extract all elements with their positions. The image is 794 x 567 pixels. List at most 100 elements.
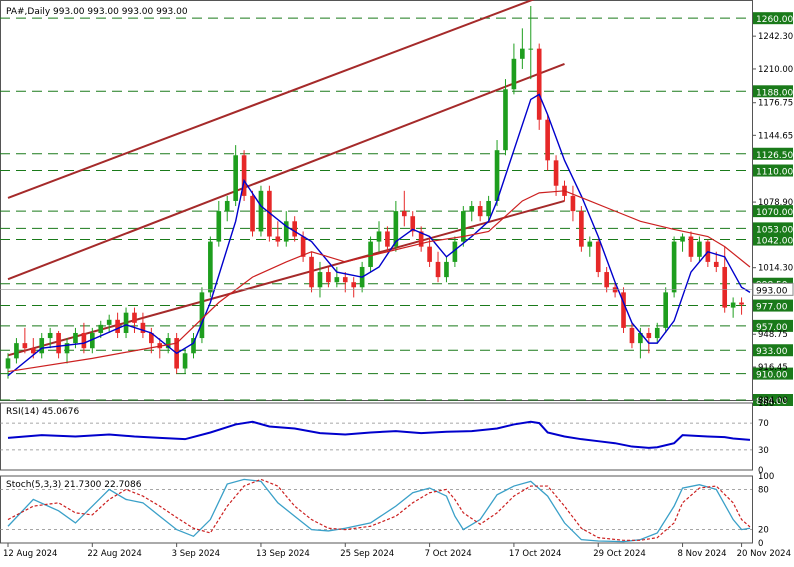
last-price-label: 993.00 — [756, 286, 788, 296]
level-tag — [753, 344, 793, 357]
candle-body — [595, 241, 601, 273]
candle-body — [722, 266, 728, 308]
candle-body — [283, 221, 289, 242]
candle-body — [342, 277, 348, 283]
rsi-line — [7, 420, 751, 449]
candle-body — [47, 332, 53, 339]
x-tick-label: 25 Sep 2024 — [340, 549, 394, 559]
level-tag — [753, 394, 793, 406]
candle-body — [89, 332, 95, 349]
x-tick-label: 17 Oct 2024 — [509, 549, 562, 559]
x-tick-label: 3 Sep 2024 — [172, 549, 220, 559]
price-tick-label: 948.75 — [758, 330, 788, 340]
level-label: 1126.50 — [756, 151, 793, 161]
candle-body — [22, 343, 28, 349]
candle-body — [199, 292, 205, 339]
candle-body — [553, 160, 559, 186]
candle-body — [646, 332, 652, 339]
candle-body — [115, 319, 120, 333]
stoch-k-line — [7, 478, 751, 543]
candle-body — [654, 327, 660, 339]
stoch-d-line — [7, 478, 751, 541]
stoch-pane-frame — [0, 475, 753, 544]
candle-body — [275, 236, 281, 242]
candle-body — [688, 236, 694, 257]
candle-body — [208, 241, 213, 293]
candle-body — [536, 48, 542, 120]
candle-body — [663, 292, 669, 328]
candle-body — [64, 343, 70, 354]
candle-body — [444, 261, 449, 278]
level-tag — [753, 367, 793, 380]
rsi-tick-label: 100 — [758, 399, 774, 409]
candle-body — [713, 261, 719, 267]
candle-body — [149, 332, 154, 344]
candle-body — [106, 319, 112, 325]
rsi-tick-label: 0 — [758, 466, 763, 476]
x-tick-label: 20 Nov 2024 — [737, 549, 791, 559]
candle-body — [511, 58, 517, 90]
x-tick-label: 12 Aug 2024 — [3, 549, 57, 559]
price-tick-label: 916.45 — [758, 363, 788, 373]
candle-body — [30, 348, 36, 354]
candle-body — [638, 332, 643, 344]
level-tag — [753, 164, 793, 177]
candle-body — [629, 327, 635, 344]
level-label: 933.00 — [756, 347, 788, 357]
candle-body — [427, 246, 432, 262]
level-tag — [753, 85, 793, 98]
level-tag — [753, 299, 793, 312]
level-label: 1260.00 — [756, 15, 793, 25]
stoch-tick-label: 20 — [758, 526, 769, 536]
candle-body — [123, 312, 129, 333]
level-label: 1188.00 — [756, 88, 793, 98]
candle-body — [570, 195, 576, 212]
x-tick-label: 8 Nov 2024 — [678, 549, 727, 559]
candle-body — [98, 324, 104, 333]
ma-fast-line — [7, 93, 751, 377]
level-label: 1042.00 — [756, 237, 793, 247]
stoch-tick-label: 80 — [758, 485, 769, 495]
channel-line — [7, 62, 565, 281]
candle-body — [452, 241, 458, 262]
price-tick-label: 1242.30 — [758, 32, 793, 42]
candle-body — [621, 292, 626, 328]
candle-body — [73, 332, 78, 344]
candle-body — [309, 256, 314, 288]
channel-line — [7, 0, 535, 199]
stoch-tick-label: 100 — [758, 472, 774, 482]
candle-body — [326, 272, 331, 283]
candle-body — [739, 302, 744, 305]
level-label: 1053.00 — [756, 225, 793, 235]
candle-body — [579, 211, 584, 247]
candle-body — [401, 211, 407, 217]
candle-body — [292, 221, 298, 237]
level-tag — [753, 222, 793, 235]
candle-body — [165, 338, 171, 349]
candle-body — [351, 282, 357, 288]
price-tick-label: 884.00 — [758, 396, 788, 406]
price-tick-label: 1078.90 — [758, 198, 793, 208]
level-label: 1110.00 — [756, 168, 793, 178]
price-tick-label: 1014.30 — [758, 264, 793, 274]
level-tag — [753, 319, 793, 332]
candle-body — [368, 241, 373, 267]
level-label: 977.00 — [756, 303, 788, 313]
stoch-tick-label: 0 — [758, 539, 763, 549]
candle-body — [697, 241, 702, 257]
candle-body — [410, 216, 416, 232]
candle-body — [224, 200, 230, 212]
level-tag — [753, 12, 793, 25]
candle-body — [334, 277, 340, 283]
x-tick-label: 13 Sep 2024 — [256, 549, 310, 559]
candle-body — [250, 195, 255, 232]
price-tick-label: 1210.00 — [758, 65, 793, 75]
candle-body — [460, 211, 466, 242]
candle-body — [14, 343, 19, 359]
rsi-title: RSI(14) 45.0676 — [6, 407, 79, 417]
candle-body — [5, 358, 11, 369]
candle-body — [435, 261, 441, 278]
candle-body — [612, 287, 618, 293]
